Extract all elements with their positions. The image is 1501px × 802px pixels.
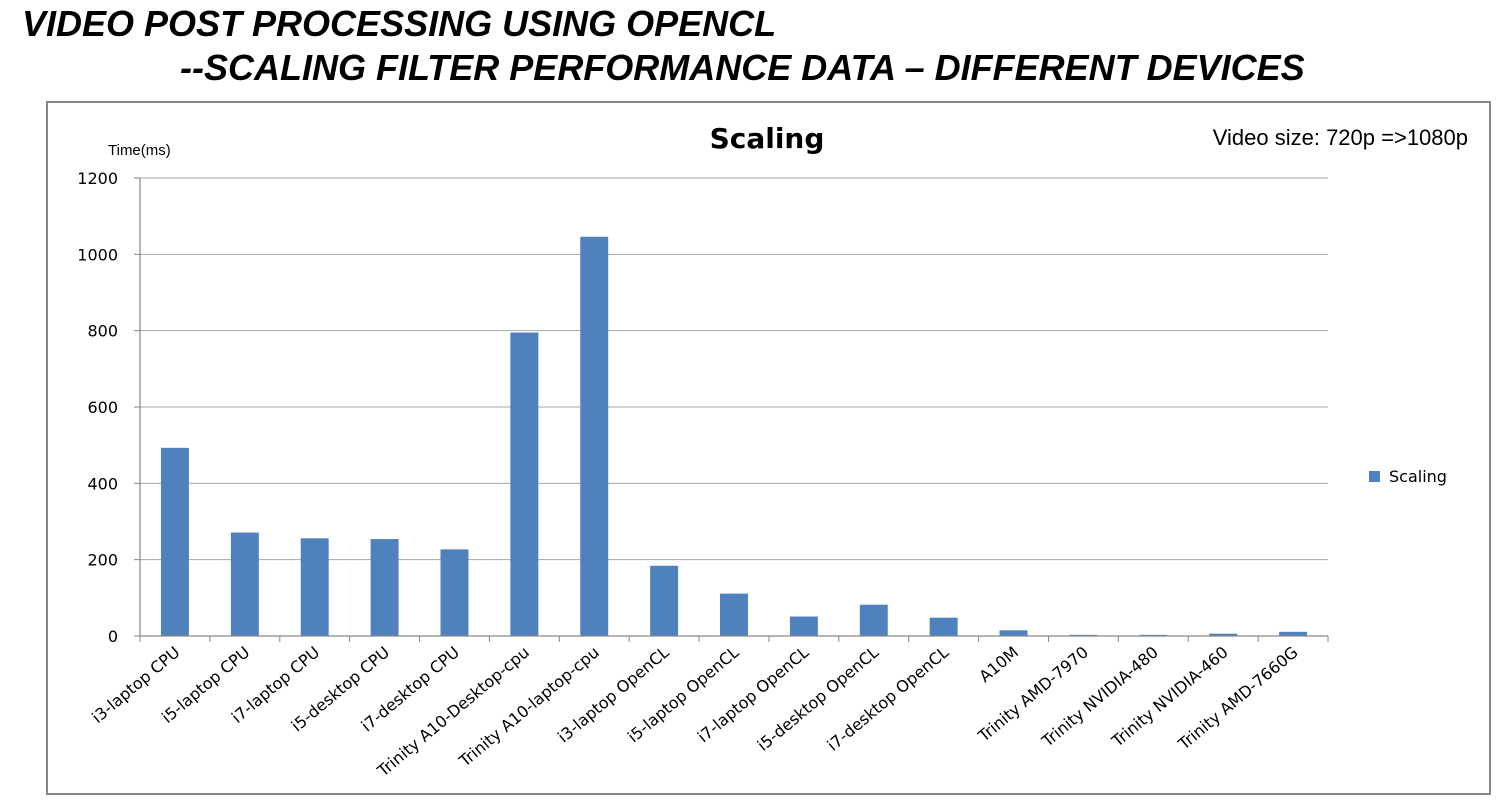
- y-tick-label: 1000: [77, 245, 118, 264]
- bar: [300, 538, 329, 636]
- y-tick-label: 0: [108, 627, 118, 646]
- bar: [370, 539, 399, 636]
- slide-title-line1: VIDEO POST PROCESSING USING OPENCL: [22, 3, 777, 44]
- bar: [1279, 631, 1308, 636]
- bar: [510, 332, 539, 636]
- bar: [1209, 633, 1238, 636]
- chart-annotation: Video size: 720p =>1080p: [1213, 125, 1468, 150]
- bar: [160, 447, 189, 636]
- chart-frame: [46, 101, 1491, 795]
- bar: [859, 604, 888, 636]
- y-tick-label: 800: [87, 322, 118, 341]
- y-tick-label: 600: [87, 398, 118, 417]
- chart-title: Scaling: [710, 122, 825, 155]
- bar: [999, 630, 1028, 636]
- chart-axes: [134, 177, 1329, 642]
- y-tick-label: 400: [87, 474, 118, 493]
- bar: [230, 532, 259, 636]
- bar: [929, 617, 958, 636]
- slide-title-line2: --SCALING FILTER PERFORMANCE DATA – DIFF…: [180, 47, 1305, 88]
- y-axis-label: Time(ms): [108, 142, 171, 159]
- chart-bars: [160, 236, 1308, 636]
- legend-label: Scaling: [1389, 467, 1447, 486]
- chart-gridlines: [140, 177, 1328, 561]
- bar: [580, 236, 609, 636]
- bar: [440, 549, 469, 636]
- bar: [789, 616, 818, 636]
- legend-swatch: [1369, 471, 1380, 482]
- y-tick-labels: 0 200 400 600 800 1000 1200: [77, 169, 118, 646]
- bar: [650, 565, 679, 636]
- bar: [720, 593, 748, 636]
- y-tick-label: 1200: [77, 169, 118, 188]
- y-tick-label: 200: [87, 551, 118, 570]
- chart-legend: Scaling: [1369, 467, 1447, 486]
